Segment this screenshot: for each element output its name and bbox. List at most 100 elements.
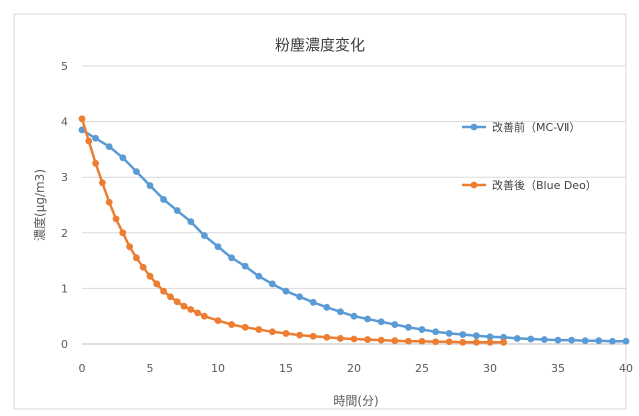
y-tick-label: 4 xyxy=(61,116,68,129)
data-point xyxy=(228,254,236,262)
data-point xyxy=(405,323,412,331)
data-point xyxy=(296,331,303,339)
data-point xyxy=(201,232,208,239)
data-point xyxy=(309,298,317,306)
data-point xyxy=(377,336,385,344)
data-point xyxy=(377,318,385,326)
chart-title: 粉塵濃度変化 xyxy=(275,36,365,54)
data-point xyxy=(418,326,426,333)
data-point xyxy=(105,143,113,151)
data-point xyxy=(92,159,99,167)
data-point xyxy=(473,332,480,340)
y-tick-label: 3 xyxy=(61,171,68,184)
data-point xyxy=(459,331,467,338)
data-point xyxy=(255,326,263,333)
data-point xyxy=(112,215,120,223)
x-tick-label: 25 xyxy=(415,362,429,375)
data-point xyxy=(391,337,399,345)
data-point xyxy=(160,287,168,295)
y-tick-label: 2 xyxy=(61,227,68,240)
data-point xyxy=(119,154,127,162)
data-point xyxy=(500,338,507,346)
data-point xyxy=(554,336,562,344)
legend-label: 改善後（Blue Deo） xyxy=(492,178,597,192)
legend-item-1: 改善後（Blue Deo） xyxy=(462,178,597,192)
data-point xyxy=(323,303,331,311)
data-point xyxy=(500,333,507,341)
data-point xyxy=(609,337,616,345)
data-point xyxy=(350,312,358,320)
legend-marker xyxy=(470,123,478,131)
data-point xyxy=(269,280,276,288)
x-tick-label: 0 xyxy=(79,362,86,375)
x-tick-label: 15 xyxy=(279,362,293,375)
data-point xyxy=(459,338,467,346)
data-point xyxy=(173,207,181,214)
x-tick-label: 40 xyxy=(619,362,633,375)
data-point xyxy=(445,338,453,346)
data-point xyxy=(119,229,127,237)
x-tick-label: 35 xyxy=(551,362,565,375)
data-point xyxy=(527,335,535,343)
data-point xyxy=(350,335,358,343)
data-point xyxy=(622,337,630,345)
data-point xyxy=(364,315,371,323)
data-point xyxy=(595,337,603,345)
data-point xyxy=(241,323,249,331)
data-point xyxy=(133,254,140,262)
chart-border xyxy=(13,13,627,410)
data-point xyxy=(364,336,371,343)
x-tick-label: 30 xyxy=(483,362,497,375)
data-point xyxy=(255,272,263,280)
y-axis-title: 濃度(μg/m3) xyxy=(32,169,47,241)
data-point xyxy=(228,321,236,328)
legend-label: 改善前（MC-VⅡ） xyxy=(492,120,580,134)
data-point xyxy=(187,306,195,313)
legend-item-0: 改善前（MC-VⅡ） xyxy=(462,120,580,134)
data-point xyxy=(432,338,439,346)
data-point xyxy=(581,337,589,345)
data-point xyxy=(296,293,303,301)
data-point xyxy=(473,338,480,346)
data-point xyxy=(92,134,99,142)
data-point xyxy=(167,293,174,301)
data-point xyxy=(405,337,412,345)
data-point xyxy=(486,333,494,341)
data-point xyxy=(146,182,154,189)
data-point xyxy=(153,280,161,288)
data-point xyxy=(126,243,133,251)
x-tick-label: 5 xyxy=(147,362,154,375)
y-tick-label: 1 xyxy=(61,282,68,295)
data-point xyxy=(513,335,521,342)
data-point xyxy=(133,168,140,176)
data-point xyxy=(201,312,208,320)
x-tick-label: 20 xyxy=(347,362,361,375)
data-point xyxy=(486,338,494,346)
data-point xyxy=(180,302,188,310)
data-point xyxy=(541,336,548,343)
data-point xyxy=(99,179,106,187)
data-point xyxy=(309,332,317,340)
data-point xyxy=(391,321,399,328)
y-tick-label: 0 xyxy=(61,338,68,351)
data-point xyxy=(214,317,222,325)
y-tick-label: 5 xyxy=(61,60,68,73)
data-point xyxy=(146,272,154,280)
data-point xyxy=(160,196,168,203)
data-point xyxy=(214,243,222,251)
data-point xyxy=(78,115,86,123)
data-point xyxy=(282,287,290,295)
data-point xyxy=(194,309,202,317)
x-tick-label: 10 xyxy=(211,362,225,375)
data-point xyxy=(337,308,344,316)
legend-marker xyxy=(470,181,478,189)
data-point xyxy=(85,137,93,145)
data-point xyxy=(282,330,290,337)
series-layer xyxy=(78,115,630,346)
data-point xyxy=(173,298,181,306)
data-point xyxy=(432,328,439,336)
data-point xyxy=(445,330,453,337)
data-point xyxy=(323,333,331,341)
